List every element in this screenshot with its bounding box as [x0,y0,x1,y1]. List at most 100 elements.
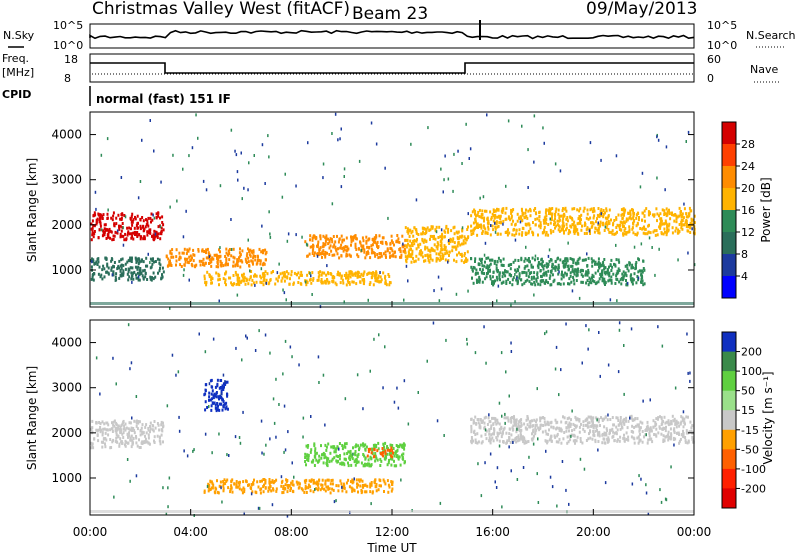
echo-cell [112,356,114,360]
echo-cell [338,442,341,445]
echo-cell [478,223,481,227]
echo-cell [252,254,255,258]
echo-cell [529,227,532,231]
echo-cell [594,226,597,230]
echo-cell [640,277,643,281]
echo-cell [282,372,284,376]
echo-cell [305,463,307,467]
date-label: 09/May/2013 [586,0,698,19]
echo-cell [359,240,361,244]
echo-cell [516,267,519,271]
echo-cell [552,426,555,430]
echo-cell [193,253,196,257]
echo-cell [370,481,373,484]
colorbar-swatch [722,332,736,353]
echo-cell [217,258,220,262]
echo-cell [609,428,612,432]
echo-cell [647,438,650,442]
echo-cell [547,223,550,226]
echo-cell [141,225,144,229]
echo-cell [152,234,155,238]
echo-cell [143,440,146,444]
echo-cell [213,253,216,257]
echo-cell [349,454,352,458]
echo-cell [106,212,109,216]
echo-cell [207,489,210,493]
echo-cell [470,430,473,434]
echo-cell [143,237,146,241]
echo-cell [424,245,427,249]
echo-cell [621,272,624,276]
echo-cell [663,209,666,213]
echo-cell [547,432,550,436]
echo-cell [90,277,93,281]
echo-cell [327,281,330,285]
echo-cell [305,283,308,287]
echo-cell [687,130,690,134]
echo-cell [677,431,680,435]
echo-cell [516,276,518,280]
echo-cell [236,170,239,174]
echo-cell [331,478,334,482]
echo-cell [543,273,546,277]
echo-cell [477,224,480,227]
echo-cell [321,271,324,275]
echo-cell [542,218,545,222]
echo-cell [256,258,259,262]
echo-cell [653,433,656,436]
echo-cell [617,213,620,217]
echo-cell [530,263,533,267]
echo-cell [664,435,667,439]
echo-cell [286,490,289,494]
echo-cell [137,420,140,423]
echo-cell [259,491,262,495]
echo-cell [515,430,518,434]
echo-cell [628,263,631,267]
echo-cell [116,267,119,271]
echo-cell [531,256,534,260]
echo-cell [407,231,410,235]
echo-cell [587,437,590,441]
echo-cell [107,272,110,276]
colorbar-tick-label: -50 [741,443,759,456]
echo-cell [406,227,409,231]
echo-cell [608,221,610,225]
echo-cell [262,283,265,287]
echo-cell [510,222,513,226]
echo-cell [369,256,372,260]
echo-cell [484,277,487,281]
echo-cell [162,223,165,227]
echo-cell [399,463,402,467]
x-tick-label: 00:00 [73,525,108,539]
echo-cell [118,276,121,280]
echo-cell [523,270,526,274]
echo-cell [374,452,377,455]
echo-cell [591,279,594,283]
echo-cell [431,258,434,262]
echo-cell [127,278,130,282]
echo-cell [437,236,440,239]
echo-cell [496,466,499,470]
echo-cell [572,222,575,226]
echo-cell [629,213,632,217]
echo-cell [554,221,557,225]
echo-cell [234,270,237,274]
echo-cell [390,451,393,455]
echo-cell [510,341,512,345]
echo-cell [224,482,227,486]
echo-cell [531,282,534,286]
echo-cell [439,501,442,505]
echo-cell [547,264,549,268]
echo-cell [572,230,575,234]
echo-cell [543,264,546,268]
echo-cell [184,260,187,264]
echo-cell [220,392,223,396]
echo-cell [470,439,473,443]
echo-cell [374,478,377,482]
echo-cell [604,281,607,285]
echo-cell [562,282,565,286]
echo-cell [470,233,473,236]
echo-cell [118,427,121,431]
echo-cell [573,231,576,235]
echo-cell [523,422,526,426]
